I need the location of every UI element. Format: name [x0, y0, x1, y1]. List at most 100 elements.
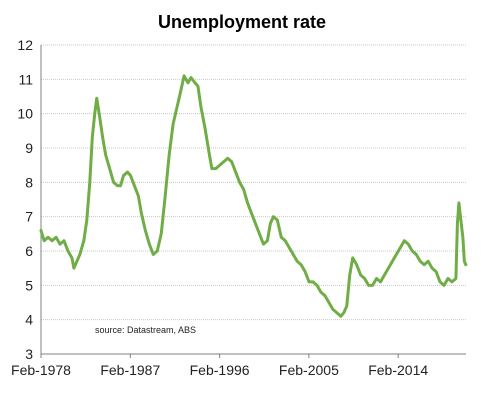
x-axis-tick-labels: Feb-1978 Feb-1987 Feb-1996 Feb-2005 Feb-2014	[11, 362, 428, 378]
data-point	[197, 85, 199, 87]
data-point	[451, 281, 453, 283]
data-point	[379, 281, 382, 283]
data-point	[292, 253, 294, 256]
data-point	[160, 233, 162, 235]
y-tick-label: 5	[25, 277, 33, 293]
data-point	[356, 264, 358, 266]
x-tick-label: Feb-1978	[11, 362, 71, 378]
data-point	[272, 216, 274, 218]
data-point	[109, 168, 111, 170]
data-point	[465, 264, 467, 266]
data-point	[250, 212, 253, 214]
data-point	[269, 222, 271, 225]
data-point	[183, 75, 185, 77]
data-point	[156, 250, 158, 252]
data-point	[458, 202, 460, 204]
data-point	[284, 240, 286, 242]
data-point	[304, 271, 306, 273]
data-point	[324, 295, 326, 297]
y-tick-label: 4	[25, 312, 33, 328]
data-point	[371, 284, 374, 286]
data-point	[332, 308, 334, 310]
data-point	[316, 284, 318, 286]
data-point	[349, 274, 351, 276]
data-point	[47, 236, 49, 238]
data-point	[360, 274, 362, 276]
data-point	[133, 185, 136, 187]
data-point	[231, 161, 233, 163]
data-point	[383, 274, 386, 276]
data-point	[336, 312, 338, 314]
data-point	[144, 229, 146, 231]
data-point	[59, 243, 61, 245]
data-point	[63, 240, 65, 242]
y-axis-tick-labels: 3 4 5 6 7 8 9 10 11 12	[17, 37, 33, 362]
x-tick-label: Feb-2014	[368, 362, 428, 378]
data-point	[439, 281, 441, 283]
data-point	[79, 253, 81, 256]
data-point	[266, 240, 268, 242]
data-point	[40, 229, 42, 231]
data-point	[455, 277, 457, 280]
data-point	[148, 243, 150, 245]
data-point	[204, 126, 206, 128]
data-point	[375, 277, 378, 280]
data-point	[419, 260, 421, 262]
data-point	[280, 236, 282, 238]
data-point	[456, 222, 458, 225]
data-point	[91, 137, 93, 139]
y-tick-label: 6	[25, 243, 33, 259]
y-tick-label: 3	[25, 346, 33, 362]
data-point	[387, 267, 390, 269]
data-point	[168, 154, 170, 156]
data-point	[395, 253, 397, 256]
data-point	[96, 97, 98, 99]
data-point	[99, 116, 101, 118]
data-point	[239, 181, 241, 183]
data-point	[399, 246, 401, 249]
data-point	[462, 236, 464, 238]
y-tick-label: 11	[18, 71, 33, 87]
data-point	[187, 82, 189, 84]
data-point	[126, 171, 129, 173]
y-tick-label: 8	[25, 174, 33, 190]
x-tick-label: Feb-1996	[190, 362, 250, 378]
data-point	[407, 243, 409, 245]
data-point	[364, 277, 366, 280]
data-point	[296, 260, 298, 262]
data-point	[55, 236, 57, 238]
data-point	[51, 240, 53, 242]
data-point	[94, 113, 96, 115]
data-point	[113, 181, 115, 183]
data-point	[403, 240, 405, 242]
data-point	[443, 284, 445, 286]
data-point	[76, 260, 78, 262]
data-point	[320, 291, 322, 293]
data-point	[328, 301, 330, 304]
data-point	[427, 260, 429, 262]
axes	[40, 45, 466, 358]
data-point	[67, 250, 69, 252]
data-point	[200, 106, 202, 108]
data-point	[352, 257, 354, 259]
data-point	[258, 233, 261, 235]
data-point	[119, 185, 122, 187]
data-point	[223, 161, 225, 163]
data-point	[246, 202, 249, 204]
data-point	[219, 164, 221, 166]
y-tick-label: 12	[17, 37, 33, 53]
data-point	[172, 123, 174, 125]
data-point	[86, 219, 88, 221]
data-point	[346, 305, 348, 307]
data-point	[242, 188, 245, 190]
data-point	[391, 260, 394, 262]
data-point	[89, 181, 91, 183]
y-tick-label: 7	[25, 209, 33, 225]
data-point	[227, 157, 229, 159]
data-point	[343, 312, 345, 314]
series-line	[39, 74, 468, 318]
data-point	[262, 243, 265, 245]
data-point	[71, 257, 73, 259]
data-point	[288, 246, 290, 249]
